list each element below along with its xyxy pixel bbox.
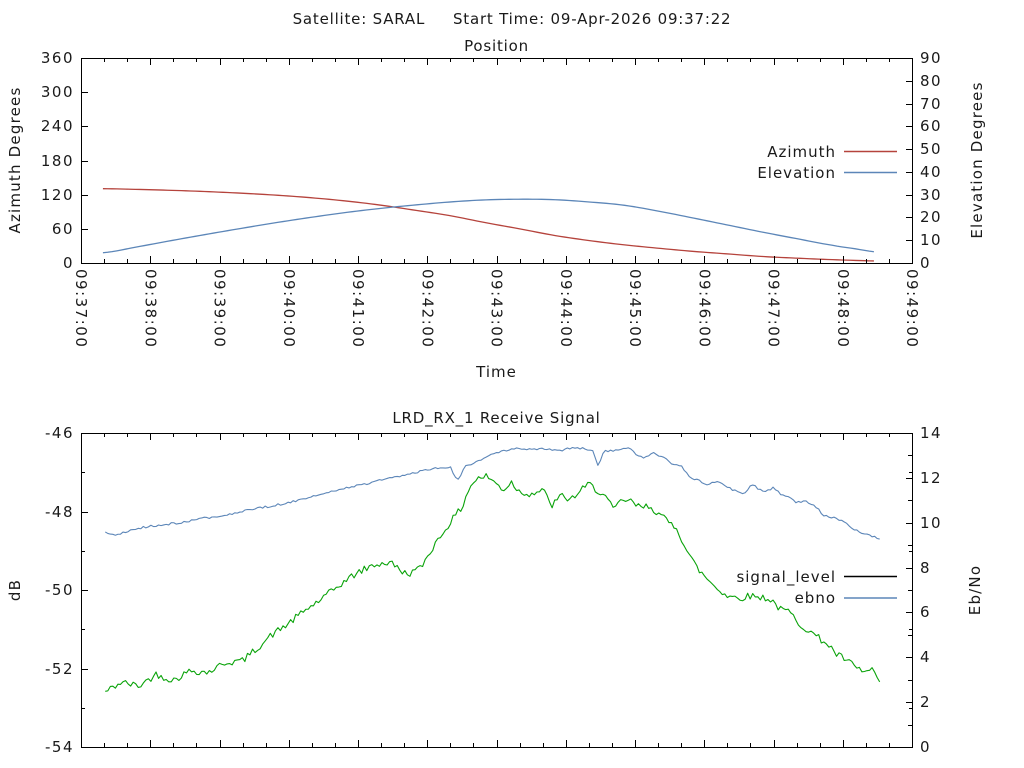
time-axis-label: Time [476, 363, 517, 381]
y2-tick-label: 10 [920, 513, 943, 532]
y2-tick-label: 14 [920, 424, 943, 442]
y2-tick-label: 10 [920, 231, 943, 250]
x-tick-label: 09:43:00 [487, 269, 506, 349]
x-tick-label: 09:45:00 [626, 269, 644, 349]
y2-tick-label: 20 [920, 208, 943, 227]
x-tick-label: 09:48:00 [833, 269, 852, 349]
position-chart-title: Position [464, 37, 529, 55]
y-tick-label: -52 [45, 659, 74, 678]
y-tick-label: 0 [62, 254, 74, 272]
y2-tick-label: 0 [920, 254, 932, 272]
legend-label-ebno: ebno [794, 589, 836, 607]
x-tick-label: 09:47:00 [764, 269, 783, 349]
y2-tick-label: 4 [920, 648, 932, 667]
y2-tick-label: 60 [920, 117, 943, 136]
plot-frame [81, 433, 913, 748]
x-tick-label: 09:40:00 [279, 269, 298, 349]
series-line-Elevation [102, 198, 874, 254]
x-tick-label: 09:37:00 [72, 269, 90, 349]
legend-label-elevation: Elevation [757, 164, 836, 182]
y2-tick-label: 80 [920, 71, 943, 90]
legend-label-azimuth: Azimuth [767, 143, 836, 161]
y-tick-label: 60 [51, 219, 74, 238]
x-tick-label: 09:46:00 [695, 269, 714, 349]
plot-frame [81, 58, 913, 264]
y2-tick-label: 70 [920, 94, 943, 113]
y2-tick-label: 50 [920, 140, 943, 159]
y-tick-label: 300 [40, 83, 74, 102]
y2-tick-label: 8 [920, 558, 932, 577]
y-tick-label: -54 [45, 738, 74, 756]
y2-tick-label: 30 [920, 185, 943, 204]
x-tick-label: 09:38:00 [141, 269, 160, 349]
x-tick-label: 09:49:00 [903, 269, 921, 349]
y2-tick-label: 6 [920, 603, 932, 622]
main-title: Satellite: SARAL Start Time: 09-Apr-2026… [292, 10, 732, 28]
series-line-Azimuth [102, 188, 874, 262]
x-tick-label: 09:44:00 [556, 269, 575, 349]
y2-tick-label: 12 [920, 468, 943, 487]
y-tick-label: -48 [45, 502, 74, 521]
receive-signal-chart-title: LRD_RX_1 Receive Signal [392, 409, 601, 427]
y2-tick-label: 2 [920, 693, 932, 712]
series-line-ebno [104, 446, 880, 540]
y-tick-label: -50 [45, 581, 74, 599]
y2-tick-label: 90 [920, 49, 943, 67]
y-tick-label: 180 [40, 151, 74, 170]
y-tick-label: -46 [45, 424, 74, 442]
y2-tick-label: 40 [920, 162, 943, 181]
x-tick-label: 09:39:00 [210, 269, 229, 349]
x-tick-label: 09:41:00 [349, 269, 367, 349]
series-line-signal_level [105, 473, 881, 692]
legend-label-signal-level: signal_level [736, 568, 836, 586]
y-tick-label: 120 [40, 185, 74, 204]
y2-tick-label: 0 [920, 738, 932, 756]
y-tick-label: 360 [40, 49, 74, 67]
y-tick-label: 240 [40, 117, 74, 136]
x-tick-label: 09:42:00 [418, 269, 437, 349]
